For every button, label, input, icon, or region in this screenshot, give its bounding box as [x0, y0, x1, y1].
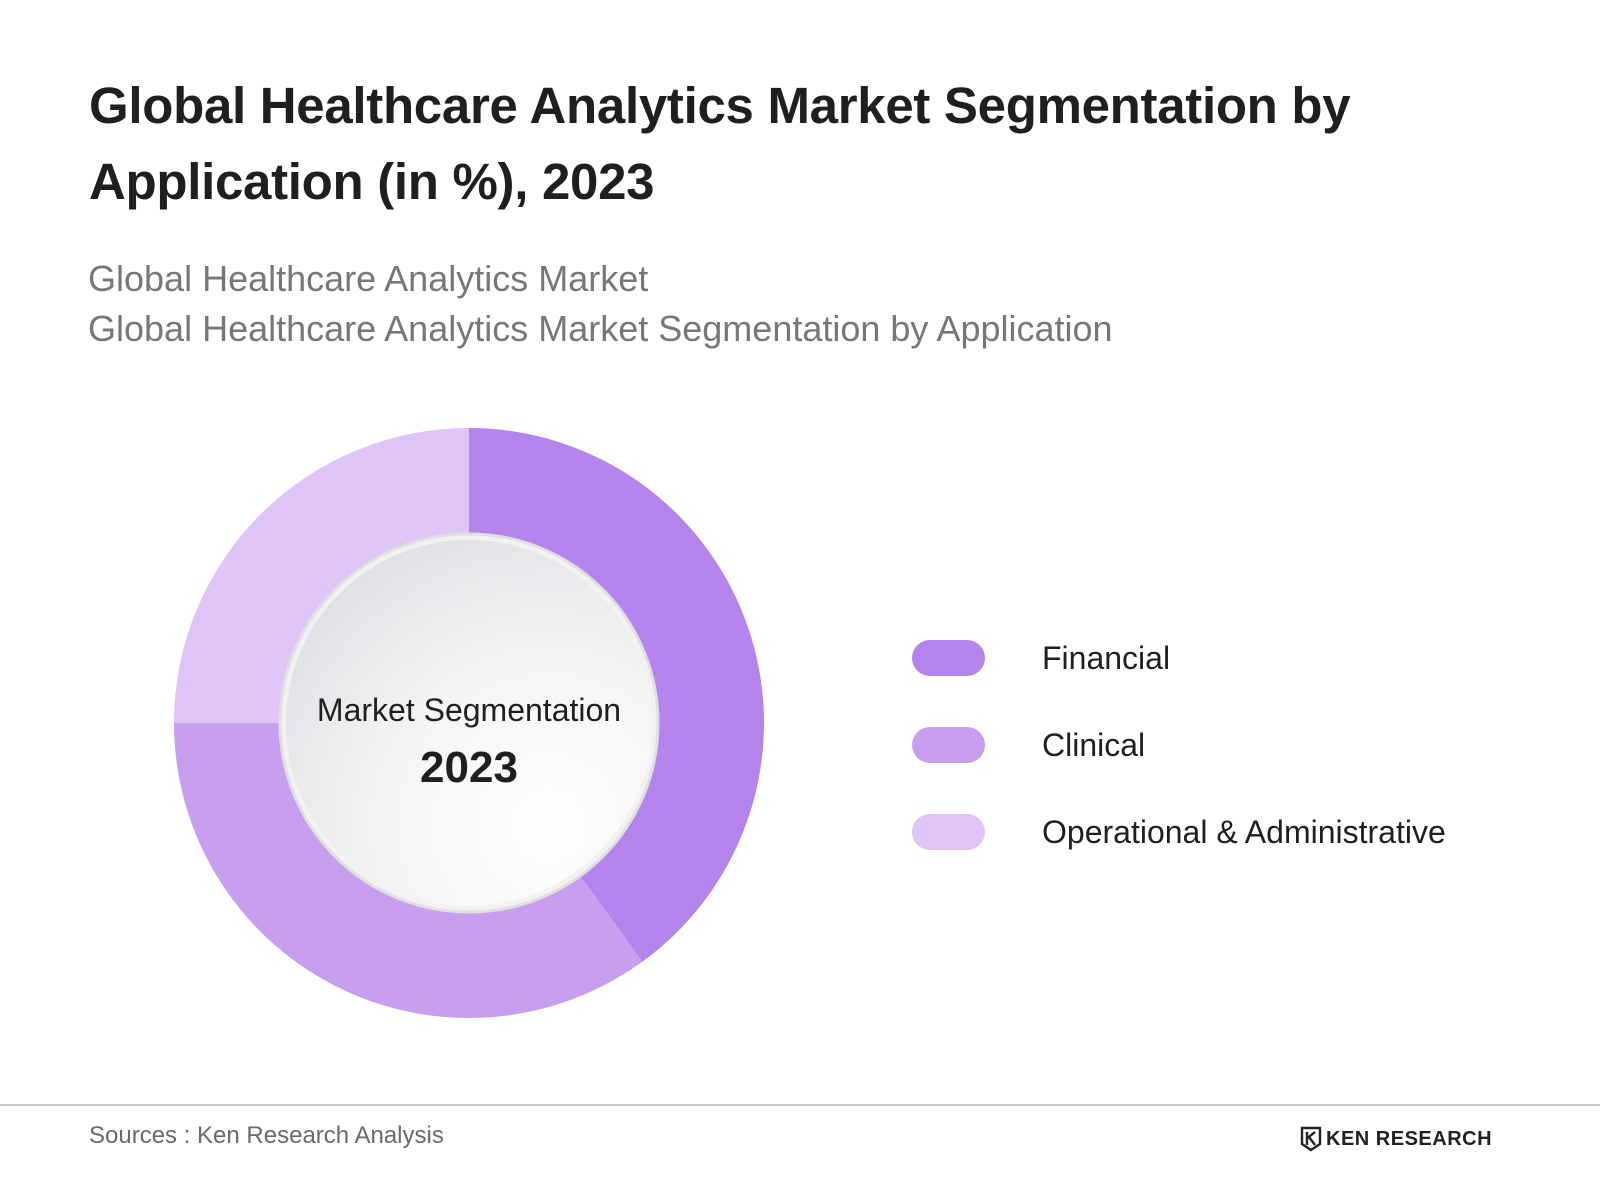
legend-swatch: [912, 727, 985, 763]
slice-operational-administrative: [174, 428, 469, 723]
legend-label: Financial: [1042, 640, 1171, 676]
source-note: Sources : Ken Research Analysis: [89, 1122, 444, 1149]
slice-financial: [469, 428, 765, 962]
slice-clinical: [174, 723, 643, 1019]
chart-subtitle: Global Healthcare Analytics Market Globa…: [88, 254, 1113, 354]
subtitle-line-1: Global Healthcare Analytics Market: [88, 258, 649, 299]
legend-swatch: [912, 814, 985, 850]
footer-divider: [0, 1104, 1600, 1106]
legend-swatch: [912, 640, 985, 676]
brand-name: KEN RESEARCH: [1326, 1127, 1493, 1150]
donut-slices: [174, 428, 765, 1019]
brand-logo: KEN RESEARCH: [1300, 1124, 1492, 1154]
center-year: 2023: [420, 743, 518, 792]
legend-label: Operational & Administrative: [1042, 814, 1446, 850]
legend-label: Clinical: [1042, 727, 1146, 763]
center-label: Market Segmentation: [317, 692, 621, 728]
ken-research-logo-icon: [1300, 1126, 1322, 1152]
subtitle-line-2: Global Healthcare Analytics Market Segme…: [88, 308, 1113, 349]
chart-title: Global Healthcare Analytics Market Segme…: [89, 77, 1351, 210]
donut-center-disc: [286, 540, 652, 906]
